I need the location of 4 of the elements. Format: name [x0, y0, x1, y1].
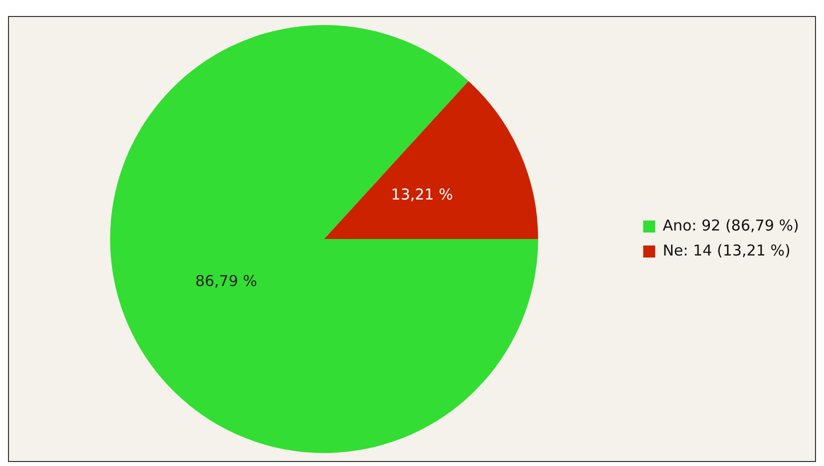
- legend-label: Ano: 92 (86,79 %): [662, 216, 800, 234]
- legend-label: Ne: 14 (13,21 %): [662, 241, 791, 260]
- data-label: 86,79 %: [195, 272, 258, 290]
- data-label: 13,21 %: [391, 186, 454, 204]
